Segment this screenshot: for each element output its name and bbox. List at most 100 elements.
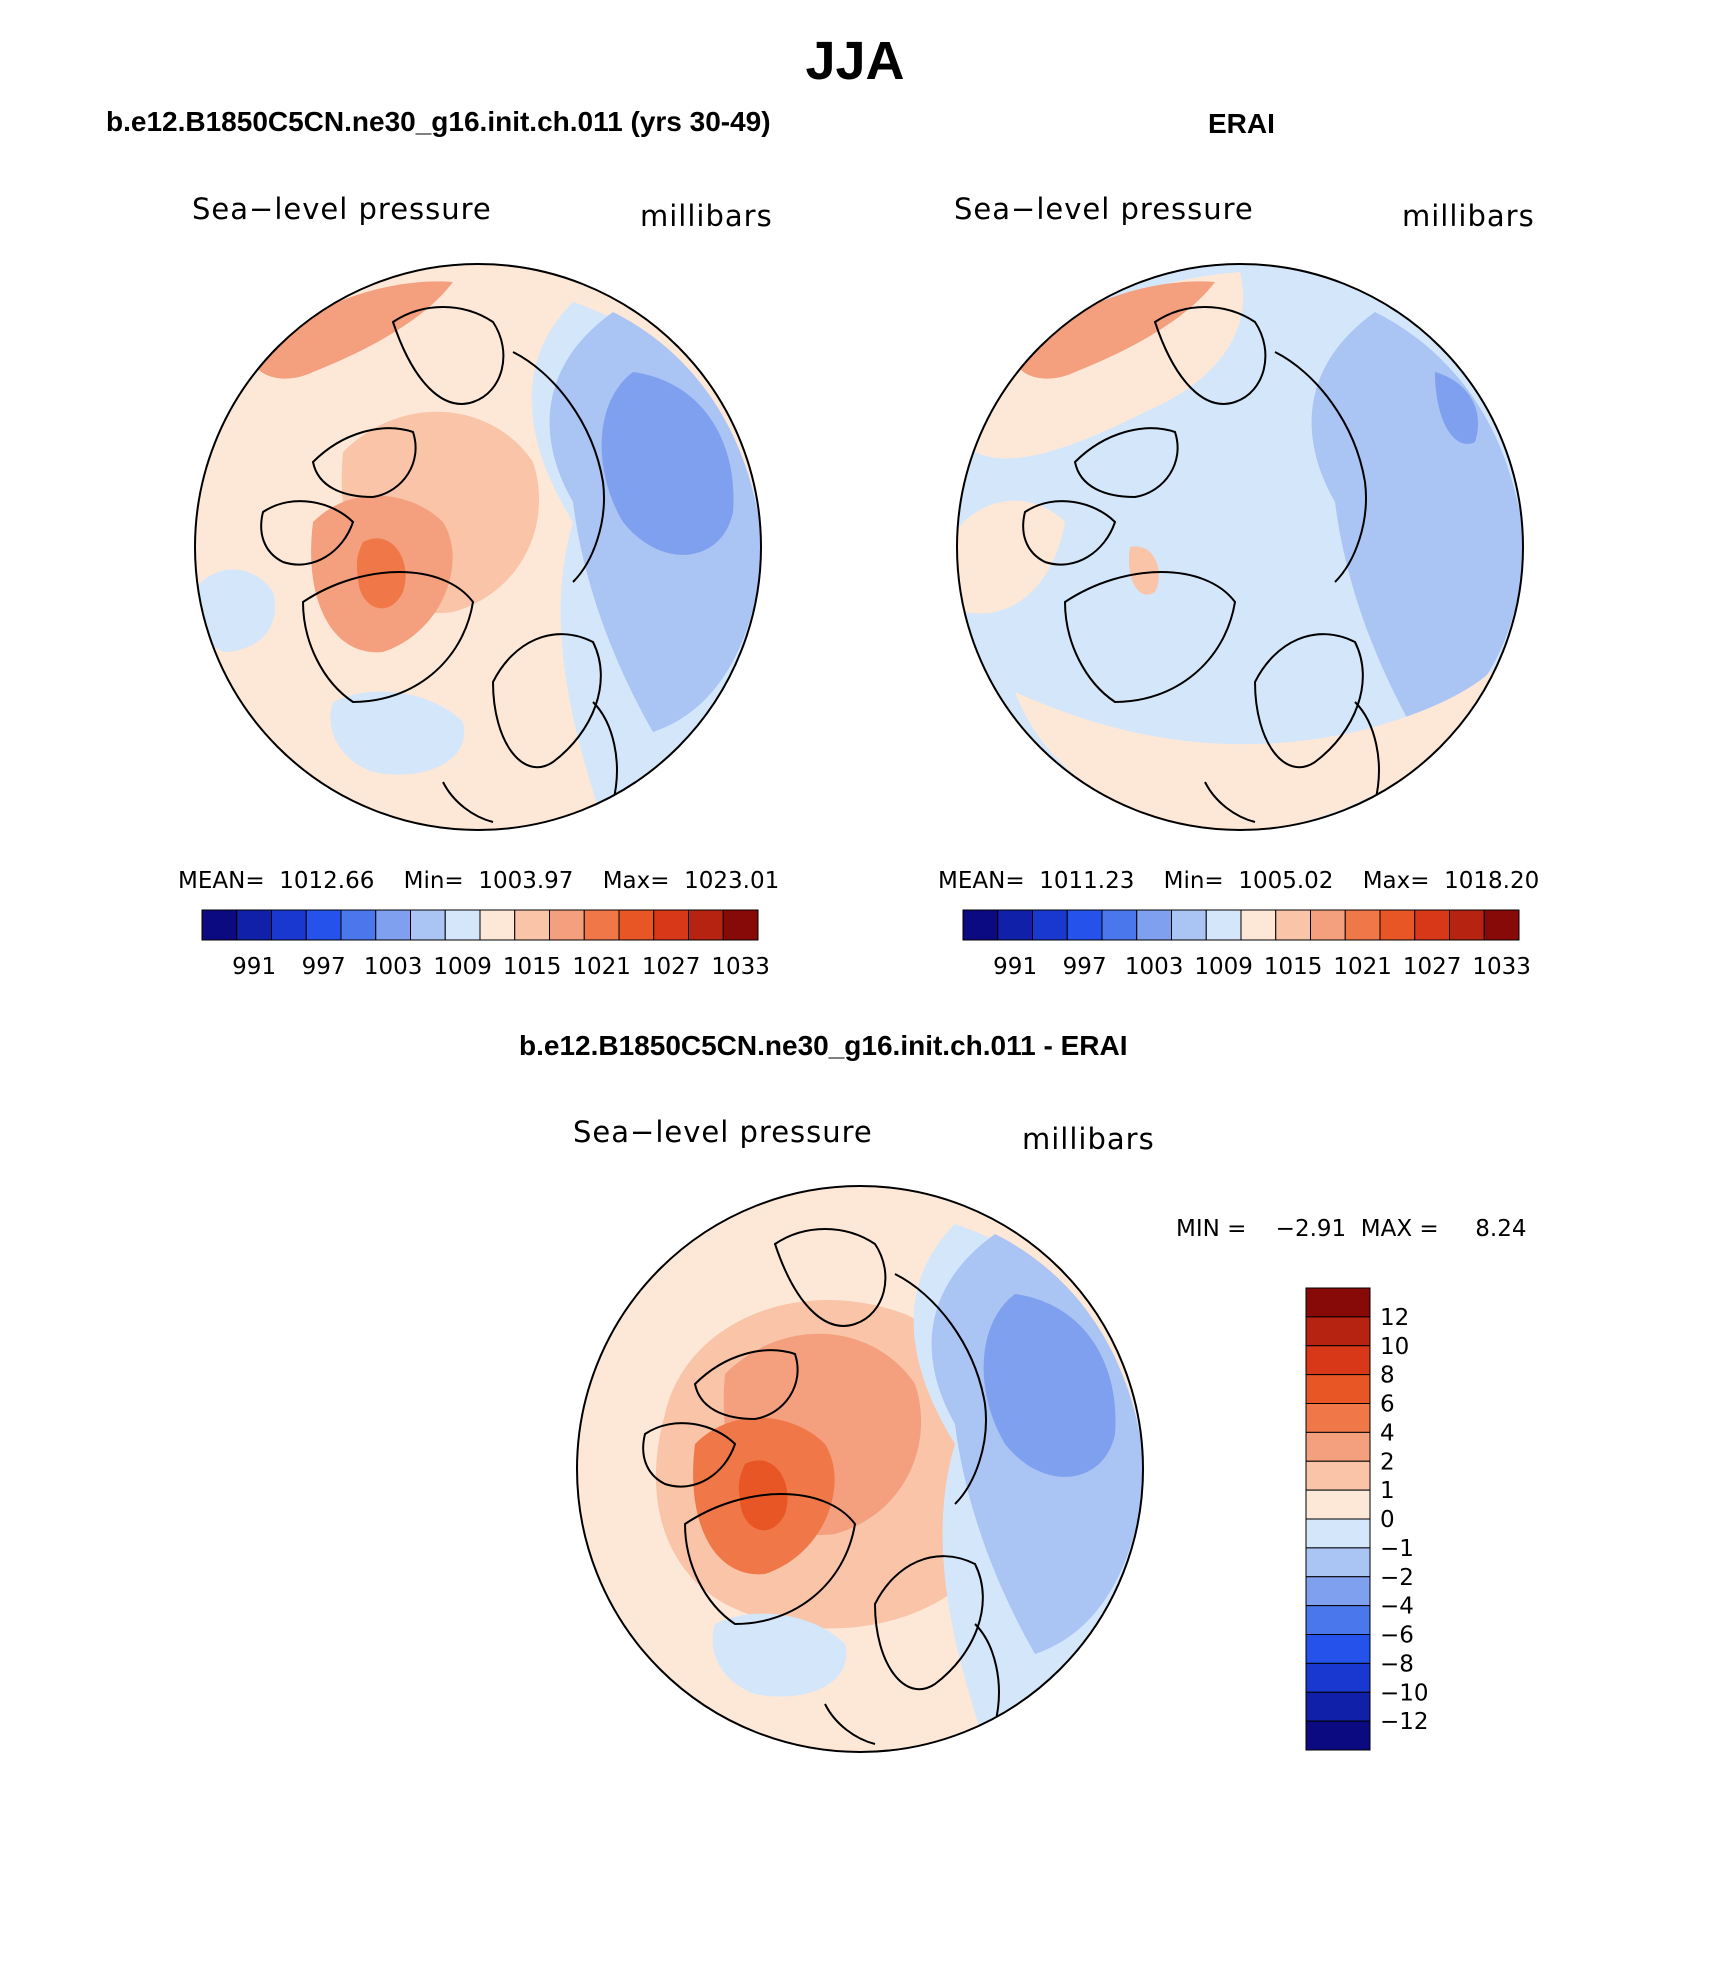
contour-region-bottom-low <box>712 1613 847 1697</box>
colorbar-swatch-14 <box>1305 1691 1371 1722</box>
colorbar-tick-label: 1033 <box>1472 954 1531 980</box>
colorbar-swatch-2 <box>1305 1345 1371 1376</box>
colorbar-swatch-12 <box>618 909 655 941</box>
coastline-7 <box>824 1703 876 1745</box>
colorbar-tick-label: 991 <box>232 954 276 980</box>
coastline-4 <box>391 306 505 405</box>
coastline-6 <box>1354 701 1380 803</box>
colorbar-tick-label: −10 <box>1380 1680 1429 1706</box>
colorbar-tick-label: 991 <box>993 954 1037 980</box>
model-max-value: 1023.01 <box>684 868 780 894</box>
coastline-1 <box>1063 571 1237 704</box>
coastline-3 <box>1073 427 1179 499</box>
colorbar-swatch-4 <box>340 909 377 941</box>
model-mean-label: MEAN= <box>178 868 265 894</box>
erai-min-label: Min= <box>1163 868 1224 894</box>
model-max-label: Max= <box>602 868 670 894</box>
colorbar-swatch-12 <box>1379 909 1416 941</box>
colorbar-swatch-15 <box>1305 1720 1371 1751</box>
colorbar-swatch-14 <box>688 909 724 941</box>
coastline-4 <box>773 1228 887 1327</box>
colorbar-swatch-4 <box>1305 1403 1371 1433</box>
map-boundary <box>194 263 762 831</box>
colorbar-tick-label: 1003 <box>1125 954 1184 980</box>
colorbar-tick-label: 1033 <box>711 954 770 980</box>
coastline-6 <box>592 701 618 803</box>
model-min-value: 1003.97 <box>478 868 574 894</box>
colorbar-tick-label: 1027 <box>642 954 701 980</box>
diff-panel-header: b.e12.B1850C5CN.ne30_g16.init.ch.011 - E… <box>519 1030 1128 1061</box>
coastline-0 <box>1022 500 1117 566</box>
colorbar-tick-label: 10 <box>1380 1334 1409 1360</box>
model-mean-value: 1012.66 <box>279 868 375 894</box>
colorbar-tick-label: 1021 <box>1333 954 1392 980</box>
colorbar-tick-label: 1009 <box>433 954 492 980</box>
colorbar-swatch-6 <box>1305 1460 1371 1491</box>
diff-units-label: millibars <box>1022 1122 1155 1156</box>
colorbar-swatch-0 <box>201 909 238 941</box>
colorbar-swatch-6 <box>410 909 446 941</box>
contour-region-top-left-rim <box>1015 281 1215 379</box>
colorbar-tick-label: 1027 <box>1403 954 1462 980</box>
erai-mean-value: 1011.23 <box>1039 868 1135 894</box>
contour-region-bottom-low <box>330 691 465 775</box>
colorbar-tick-label: 1015 <box>503 954 562 980</box>
colorbar-swatch-1 <box>1305 1316 1371 1347</box>
contour-region-east-core <box>601 372 734 555</box>
colorbar-swatch-13 <box>1414 909 1450 941</box>
erai-min-value: 1005.02 <box>1238 868 1334 894</box>
erai-panel-header: ERAI <box>1208 108 1275 139</box>
erai-polar-map <box>956 263 1524 831</box>
contour-region-top-left-rim <box>253 281 453 379</box>
coastline-2 <box>491 633 602 769</box>
colorbar-swatch-0 <box>962 909 999 941</box>
contour-region-greenland-small <box>1129 546 1159 595</box>
figure-title: JJA <box>805 31 905 91</box>
colorbar-swatch-7 <box>1205 909 1242 941</box>
colorbar-tick-label: −2 <box>1380 1565 1414 1591</box>
coastline-5 <box>1274 351 1367 583</box>
colorbar-tick-label: −1 <box>1380 1536 1414 1562</box>
contour-region-east-small <box>1435 372 1479 444</box>
colorbar-swatch-2 <box>271 909 307 941</box>
colorbar-swatch-15 <box>722 909 759 941</box>
coastline-5 <box>894 1273 987 1505</box>
colorbar-swatch-6 <box>1171 909 1207 941</box>
contour-region-bottom-rim <box>1015 642 1515 830</box>
colorbar-swatch-10 <box>549 909 585 941</box>
erai-max-value: 1018.20 <box>1444 868 1540 894</box>
colorbar-swatch-7 <box>1305 1489 1371 1520</box>
colorbar-swatch-12 <box>1305 1634 1371 1664</box>
colorbar-tick-label: 1021 <box>572 954 631 980</box>
colorbar-swatch-11 <box>1305 1605 1371 1635</box>
colorbar-swatch-14 <box>1449 909 1485 941</box>
coastline-0 <box>260 500 355 566</box>
colorbar-swatch-4 <box>1101 909 1138 941</box>
colorbar-tick-label: 1 <box>1380 1478 1395 1504</box>
colorbar-swatch-15 <box>1483 909 1520 941</box>
colorbar-swatch-5 <box>1136 909 1172 941</box>
diff-min-value: −2.91 <box>1275 1216 1347 1242</box>
coastline-1 <box>301 571 475 704</box>
map-boundary <box>956 263 1524 831</box>
diff-max-label: MAX = <box>1360 1216 1439 1242</box>
colorbar-swatch-3 <box>1066 909 1103 941</box>
colorbar-swatch-7 <box>444 909 481 941</box>
erai-field-label: Sea−level pressure <box>954 192 1254 226</box>
map-boundary <box>576 1185 1144 1753</box>
model-polar-map <box>194 263 762 831</box>
colorbar-tick-label: 12 <box>1380 1305 1409 1331</box>
coastline-0 <box>642 1422 737 1488</box>
colorbar-tick-label: 997 <box>302 954 346 980</box>
colorbar-swatch-3 <box>1305 1374 1371 1404</box>
diff-field-label: Sea−level pressure <box>573 1115 873 1149</box>
colorbar-swatch-13 <box>653 909 689 941</box>
coastline-6 <box>974 1623 1000 1725</box>
colorbar-tick-label: 6 <box>1380 1392 1395 1418</box>
coastline-7 <box>1204 781 1256 823</box>
erai-stats: MEAN= 1011.23 Min= 1005.02 Max= 1018.20 <box>938 868 1539 894</box>
colorbar-swatch-1 <box>997 909 1033 941</box>
colorbar-swatch-2 <box>1032 909 1068 941</box>
colorbar-swatch-10 <box>1310 909 1346 941</box>
